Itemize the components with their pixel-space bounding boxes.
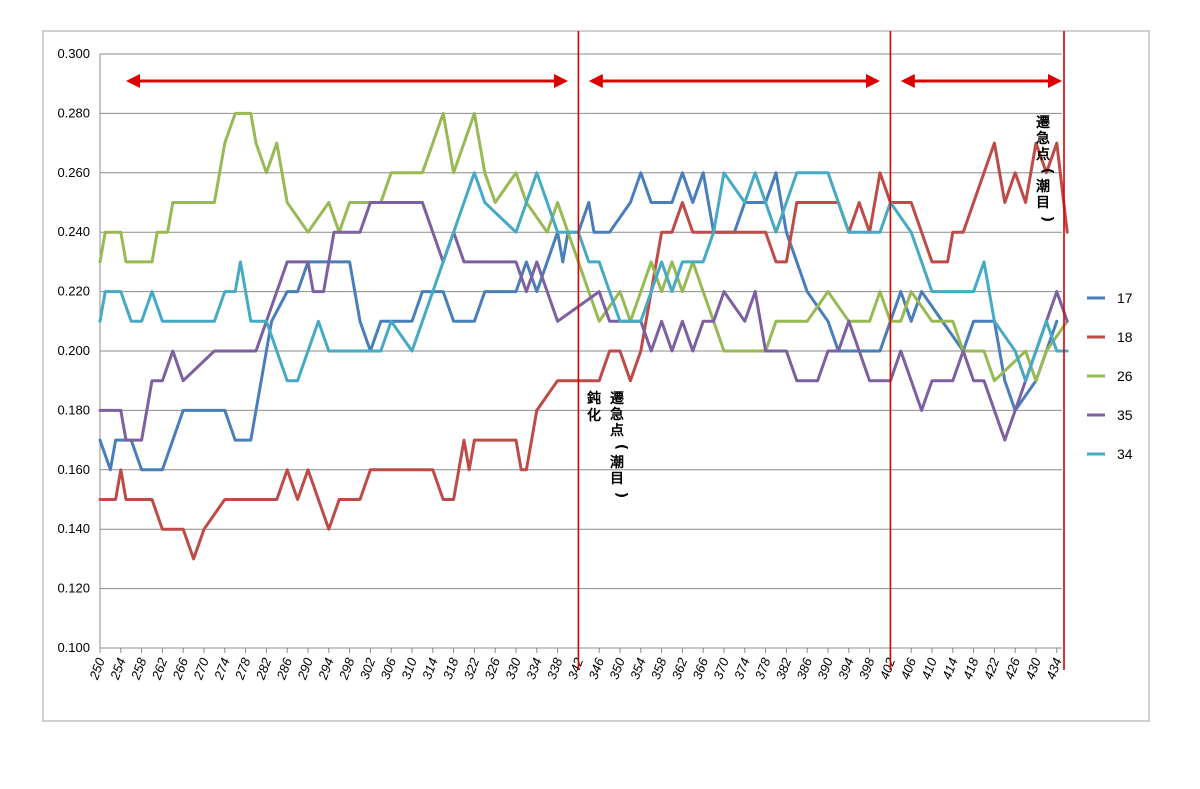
annotation-char: 遷 <box>1036 115 1050 131</box>
x-tick-label: 426 <box>1002 655 1024 681</box>
x-tick-label: 418 <box>960 655 982 681</box>
arrow-head-right <box>866 74 880 88</box>
x-tick-label: 382 <box>773 655 795 681</box>
x-tick-label: 330 <box>502 655 524 681</box>
x-tick-label: 310 <box>398 655 420 681</box>
annotation-senkyuten-mid: 遷急点 ( 潮目) <box>610 391 629 498</box>
y-axis: 0.100 0.120 0.140 0.160 0.180 0.200 0.220 0.240… <box>57 46 90 655</box>
annotation-char: 急 <box>1036 130 1050 147</box>
legend-label-35: 35 <box>1117 407 1133 423</box>
legend-label-26: 26 <box>1117 368 1133 384</box>
x-tick-label: 414 <box>939 656 961 682</box>
annotation-char: 点 <box>610 422 624 439</box>
x-tick-label: 362 <box>669 655 691 681</box>
y-tick-label: 0.180 <box>57 402 90 417</box>
y-tick-label: 0.120 <box>57 581 90 596</box>
x-tick-label: 430 <box>1022 655 1044 681</box>
arrow-head-right <box>554 74 568 88</box>
legend-label-17: 17 <box>1117 290 1133 306</box>
x-tick-label: 322 <box>461 655 483 681</box>
y-tick-label: 0.220 <box>57 284 90 299</box>
annotation-char: 遷 <box>610 391 624 407</box>
x-tick-label: 274 <box>211 656 233 682</box>
marker-group <box>126 31 1065 670</box>
x-tick-label: 434 <box>1043 656 1065 682</box>
arrow-head-left <box>126 74 140 88</box>
arrow-head-left <box>900 74 915 88</box>
annotation-char: 目 <box>1036 195 1050 211</box>
x-tick-label: 314 <box>419 656 441 682</box>
annotation-char: 目 <box>610 471 624 487</box>
x-tick-label: 378 <box>752 655 774 681</box>
annotation-char: ( <box>613 444 629 450</box>
x-tick-label: 402 <box>877 655 899 681</box>
x-tick-label: 318 <box>440 655 462 681</box>
x-tick-label: 302 <box>357 655 379 681</box>
x-tick-label: 334 <box>523 656 545 682</box>
y-tick-label: 0.160 <box>57 462 90 477</box>
annotation-char: ) <box>613 492 629 498</box>
x-tick-label: 326 <box>482 655 504 681</box>
x-tick-label: 306 <box>378 655 400 681</box>
x-tick-label: 350 <box>606 655 628 681</box>
annotation-char: 点 <box>1036 146 1050 163</box>
series-line-26 <box>98 111 1069 383</box>
legend: 17 18 26 35 34 <box>1087 290 1133 462</box>
y-tick-label: 0.240 <box>57 224 90 239</box>
x-tick-label: 358 <box>648 655 670 681</box>
x-tick-label: 394 <box>835 656 857 682</box>
legend-label-18: 18 <box>1117 329 1133 345</box>
annotation-char: ) <box>1039 216 1055 222</box>
y-tick-label: 0.100 <box>57 640 90 655</box>
x-tick-label: 406 <box>898 655 920 681</box>
y-tick-label: 0.200 <box>57 343 90 358</box>
annotation-dunka: 鈍化 <box>587 390 601 424</box>
series-line-35 <box>98 201 1069 442</box>
x-tick-label: 398 <box>856 655 878 681</box>
annotation-char: 潮 <box>1036 178 1050 195</box>
y-tick-label: 0.140 <box>57 521 90 536</box>
annotation-char: 鈍 <box>587 390 601 407</box>
x-tick-label: 354 <box>627 656 649 682</box>
series-line-34 <box>98 171 1069 383</box>
x-tick-label: 346 <box>586 655 608 681</box>
grid-lines <box>99 53 1062 649</box>
legend-label-34: 34 <box>1117 446 1133 462</box>
chart-frame <box>42 30 1150 722</box>
x-tick-label: 338 <box>544 655 566 681</box>
x-tick-label: 422 <box>981 655 1003 681</box>
x-tick-label: 374 <box>731 656 753 682</box>
annotation-char: 潮 <box>610 454 624 471</box>
arrow-head-left <box>588 74 603 88</box>
x-axis: 250 254 258 262 266 270 274 278 282 286 290 294 298 3… <box>86 648 1065 682</box>
annotation-char: ( <box>1039 168 1055 174</box>
annotation-char: 急 <box>610 406 624 423</box>
x-tick-label: 386 <box>794 655 816 681</box>
x-tick-label: 370 <box>710 655 732 681</box>
x-tick-label: 294 <box>315 656 337 682</box>
x-tick-label: 390 <box>814 655 836 681</box>
annotation-char: 化 <box>587 407 601 424</box>
arrow-head-right <box>1048 74 1062 88</box>
y-tick-label: 0.260 <box>57 165 90 180</box>
x-tick-label: 342 <box>565 655 587 681</box>
annotation-senkyuten-right: 遷急点 ( 潮目) <box>1036 115 1055 222</box>
x-tick-label: 366 <box>690 655 712 681</box>
x-tick-label: 410 <box>918 655 940 681</box>
y-tick-label: 0.280 <box>57 105 90 120</box>
y-tick-label: 0.300 <box>57 46 90 61</box>
series-line-18 <box>98 141 1069 561</box>
x-tick-label: 254 <box>107 656 129 682</box>
